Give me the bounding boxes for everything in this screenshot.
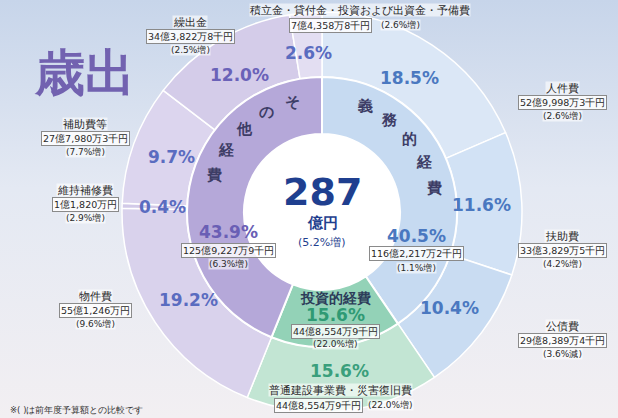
svg-text:9.7%: 9.7% <box>148 147 195 167</box>
svg-text:19.2%: 19.2% <box>159 290 218 310</box>
svg-text:人件費: 人件費 <box>546 82 579 94</box>
svg-text:物件費: 物件費 <box>79 290 112 302</box>
svg-text:義: 義 <box>357 97 373 115</box>
svg-text:12.0%: 12.0% <box>210 65 269 85</box>
svg-text:投資的経費: 投資的経費 <box>300 290 371 306</box>
svg-text:10.4%: 10.4% <box>420 298 479 318</box>
svg-text:(5.2%増): (5.2%増) <box>298 236 346 249</box>
svg-text:繰出金: 繰出金 <box>173 16 207 28</box>
svg-text:52億9,998万3千円: 52億9,998万3千円 <box>520 97 605 108</box>
svg-text:積立金・貸付金・投資および出資金・予備費: 積立金・貸付金・投資および出資金・予備費 <box>250 4 470 16</box>
svg-text:(22.0%増): (22.0%増) <box>368 400 413 410</box>
svg-text:0.4%: 0.4% <box>139 197 186 217</box>
svg-text:経: 経 <box>218 141 235 159</box>
svg-text:1億1,820万円: 1億1,820万円 <box>54 199 117 210</box>
svg-text:(6.3%増): (6.3%増) <box>209 259 248 269</box>
svg-text:44億8,554万9千円: 44億8,554万9千円 <box>276 400 361 411</box>
svg-text:歳出: 歳出 <box>34 43 135 102</box>
svg-text:の: の <box>259 103 274 121</box>
svg-text:経: 経 <box>416 153 433 171</box>
svg-text:15.6%: 15.6% <box>306 305 365 325</box>
svg-text:40.5%: 40.5% <box>387 226 446 246</box>
svg-text:億円: 億円 <box>307 214 338 232</box>
svg-text:15.6%: 15.6% <box>310 361 369 381</box>
svg-text:(1.1%増): (1.1%増) <box>397 263 436 273</box>
svg-text:補助費等: 補助費等 <box>63 118 107 130</box>
svg-text:34億3,822万8千円: 34億3,822万8千円 <box>148 31 233 42</box>
svg-text:維持補修費: 維持補修費 <box>57 184 113 196</box>
svg-text:(2.9%増): (2.9%増) <box>66 213 105 223</box>
svg-text:務: 務 <box>381 111 398 129</box>
svg-text:費: 費 <box>206 166 222 184</box>
svg-text:(4.2%増): (4.2%増) <box>543 259 582 269</box>
svg-text:(3.6%減): (3.6%減) <box>543 349 582 359</box>
svg-text:(2.5%増): (2.5%増) <box>171 45 210 55</box>
svg-text:27億7,980万3千円: 27億7,980万3千円 <box>43 133 128 144</box>
svg-text:※( )は前年度予算額との比較です: ※( )は前年度予算額との比較です <box>10 405 143 415</box>
svg-text:29億8,389万4千円: 29億8,389万4千円 <box>520 335 605 346</box>
svg-text:287: 287 <box>283 170 362 214</box>
svg-text:他: 他 <box>236 120 253 138</box>
svg-text:11.6%: 11.6% <box>452 195 511 215</box>
svg-text:(22.0%増): (22.0%増) <box>313 339 358 349</box>
svg-text:18.5%: 18.5% <box>380 68 439 88</box>
svg-text:116億2,217万2千円: 116億2,217万2千円 <box>371 248 462 259</box>
svg-text:43.9%: 43.9% <box>199 222 258 242</box>
svg-text:125億9,227万9千円: 125億9,227万9千円 <box>183 245 274 256</box>
svg-text:費: 費 <box>426 179 442 197</box>
svg-text:(7.7%増): (7.7%増) <box>66 147 105 157</box>
svg-text:公債費: 公債費 <box>546 320 579 332</box>
svg-text:2.6%: 2.6% <box>285 43 332 63</box>
svg-text:的: 的 <box>402 130 417 148</box>
svg-text:7億4,358万8千円: 7億4,358万8千円 <box>291 20 370 31</box>
svg-text:44億8,554万9千円: 44億8,554万9千円 <box>293 326 378 337</box>
svg-text:(9.6%増): (9.6%増) <box>76 319 115 329</box>
svg-text:扶助費: 扶助費 <box>545 230 579 242</box>
svg-text:普通建設事業費・災害復旧費: 普通建設事業費・災害復旧費 <box>269 384 412 396</box>
svg-text:(2.6%増): (2.6%増) <box>381 20 420 30</box>
svg-text:(2.6%増): (2.6%増) <box>543 111 582 121</box>
svg-text:33億3,829万5千円: 33億3,829万5千円 <box>520 245 605 256</box>
svg-text:そ: そ <box>285 93 300 111</box>
svg-text:55億1,246万円: 55億1,246万円 <box>61 305 130 316</box>
